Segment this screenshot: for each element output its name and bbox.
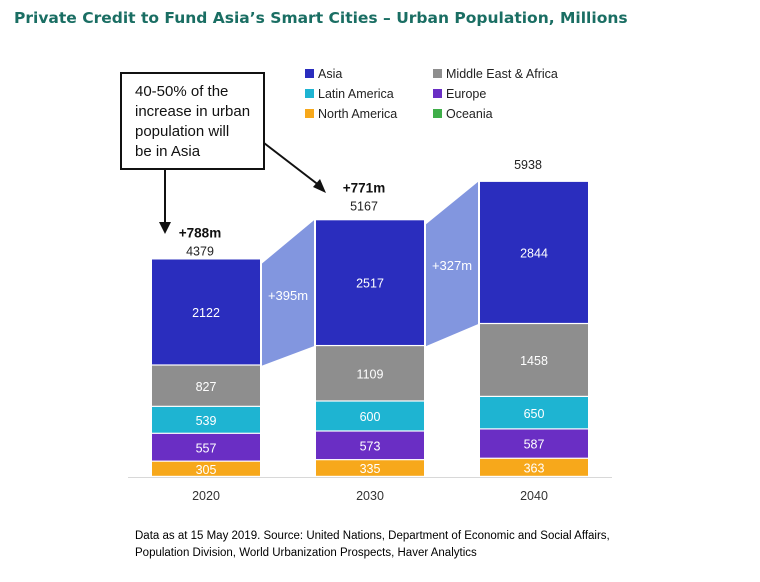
- annotation-line-3: population will: [135, 123, 229, 140]
- bar-north-america-2030: [316, 460, 424, 476]
- data-label-north-america-2020: 305: [196, 463, 217, 477]
- annotation-box: [120, 72, 265, 170]
- x-axis: 2020 2030 2040: [128, 477, 612, 503]
- data-label-north-america-2040: 363: [524, 461, 545, 475]
- legend-label-oceania: Oceania: [446, 107, 493, 121]
- legend-label-europe: Europe: [446, 87, 486, 101]
- asia-increase-label-2040: +327m: [432, 258, 472, 273]
- legend-swatch-north-america: [305, 109, 314, 118]
- asia-increase-label-2030: +395m: [268, 288, 308, 303]
- data-label-europe-2030: 573: [360, 439, 381, 453]
- data-label-asia-2020: 2122: [192, 306, 220, 320]
- bar-asia-2040: [480, 181, 588, 323]
- bar-north-america-2040: [480, 458, 588, 476]
- bar-north-america-2020: [152, 461, 260, 476]
- data-label-latin-america-2030: 600: [360, 410, 381, 424]
- annotation-arrow-2030: [263, 142, 321, 187]
- bars: [152, 181, 588, 476]
- legend-swatch-latin-america: [305, 89, 314, 98]
- asia-growth-connectors: +395m +327m: [262, 181, 478, 366]
- bar-asia-2030: [316, 220, 424, 345]
- legend-swatch-middle-east-and-africa: [433, 69, 442, 78]
- bar-latin-america-2020: [152, 406, 260, 433]
- bar-latin-america-2030: [316, 401, 424, 431]
- x-tick-label-2040: 2040: [520, 489, 548, 503]
- source-line-1: Data as at 15 May 2019. Source: United N…: [135, 530, 610, 542]
- legend-label-middle-east-and-africa: Middle East & Africa: [446, 67, 558, 81]
- legend-label-latin-america: Latin America: [318, 87, 394, 101]
- data-label-europe-2040: 587: [524, 438, 545, 452]
- total-label-2020: 4379: [186, 245, 214, 259]
- bar-latin-america-2040: [480, 397, 588, 429]
- legend-label-asia: Asia: [318, 67, 342, 81]
- legend-swatch-europe: [433, 89, 442, 98]
- increase-label-2020: +788m: [179, 226, 221, 241]
- data-label-latin-america-2020: 539: [196, 414, 217, 428]
- bar-middle-east-and-africa-2030: [316, 346, 424, 401]
- source-line-2: Population Division, World Urbanization …: [135, 547, 477, 559]
- data-labels: 305 557 539 827 2122 335 573 600 1109 2517 363 587 6…: [179, 158, 548, 477]
- annotation-line-4: be in Asia: [135, 143, 201, 160]
- stacked-bar-chart: +395m +327m 305 557 539 827 2122 335 573 600 1109…: [120, 67, 612, 503]
- increase-label-2030: +771m: [343, 180, 385, 195]
- legend-swatch-oceania: [433, 109, 442, 118]
- annotation-line-2: increase in urban: [135, 103, 250, 120]
- bar-europe-2030: [316, 431, 424, 460]
- data-label-middle-east-and-africa-2030: 1109: [357, 367, 384, 381]
- data-label-middle-east-and-africa-2040: 1458: [520, 354, 548, 368]
- annotation-arrowhead-2020: [159, 222, 171, 234]
- bar-europe-2020: [152, 433, 260, 461]
- annotation-line-1: 40-50% of the: [135, 83, 228, 100]
- annotation-arrowhead-2030: [313, 179, 326, 193]
- asia-growth-band-2020-2030: [262, 220, 314, 366]
- data-label-asia-2040: 2844: [520, 247, 548, 261]
- bar-middle-east-and-africa-2020: [152, 365, 260, 406]
- x-tick-label-2030: 2030: [356, 489, 384, 503]
- legend: Asia Middle East & Africa Latin America Eur…: [305, 67, 558, 121]
- asia-growth-band-2030-2040: [426, 181, 478, 347]
- total-label-2030: 5167: [350, 199, 378, 213]
- data-label-latin-america-2040: 650: [524, 407, 545, 421]
- legend-swatch-asia: [305, 69, 314, 78]
- bar-asia-2020: [152, 259, 260, 365]
- data-label-north-america-2030: 335: [360, 462, 381, 476]
- data-label-middle-east-and-africa-2020: 827: [196, 380, 217, 394]
- total-label-2040: 5938: [514, 158, 542, 172]
- legend-label-north-america: North America: [318, 107, 397, 121]
- bar-middle-east-and-africa-2040: [480, 324, 588, 396]
- data-label-europe-2020: 557: [196, 441, 217, 455]
- source-note: Data as at 15 May 2019. Source: United N…: [135, 528, 635, 562]
- annotation-callout: 40-50% of the increase in urban population…: [120, 72, 326, 234]
- data-label-asia-2030: 2517: [356, 277, 384, 291]
- chart-title: Private Credit to Fund Asia’s Smart Citi…: [14, 9, 628, 27]
- x-tick-label-2020: 2020: [192, 489, 220, 503]
- bar-europe-2040: [480, 429, 588, 458]
